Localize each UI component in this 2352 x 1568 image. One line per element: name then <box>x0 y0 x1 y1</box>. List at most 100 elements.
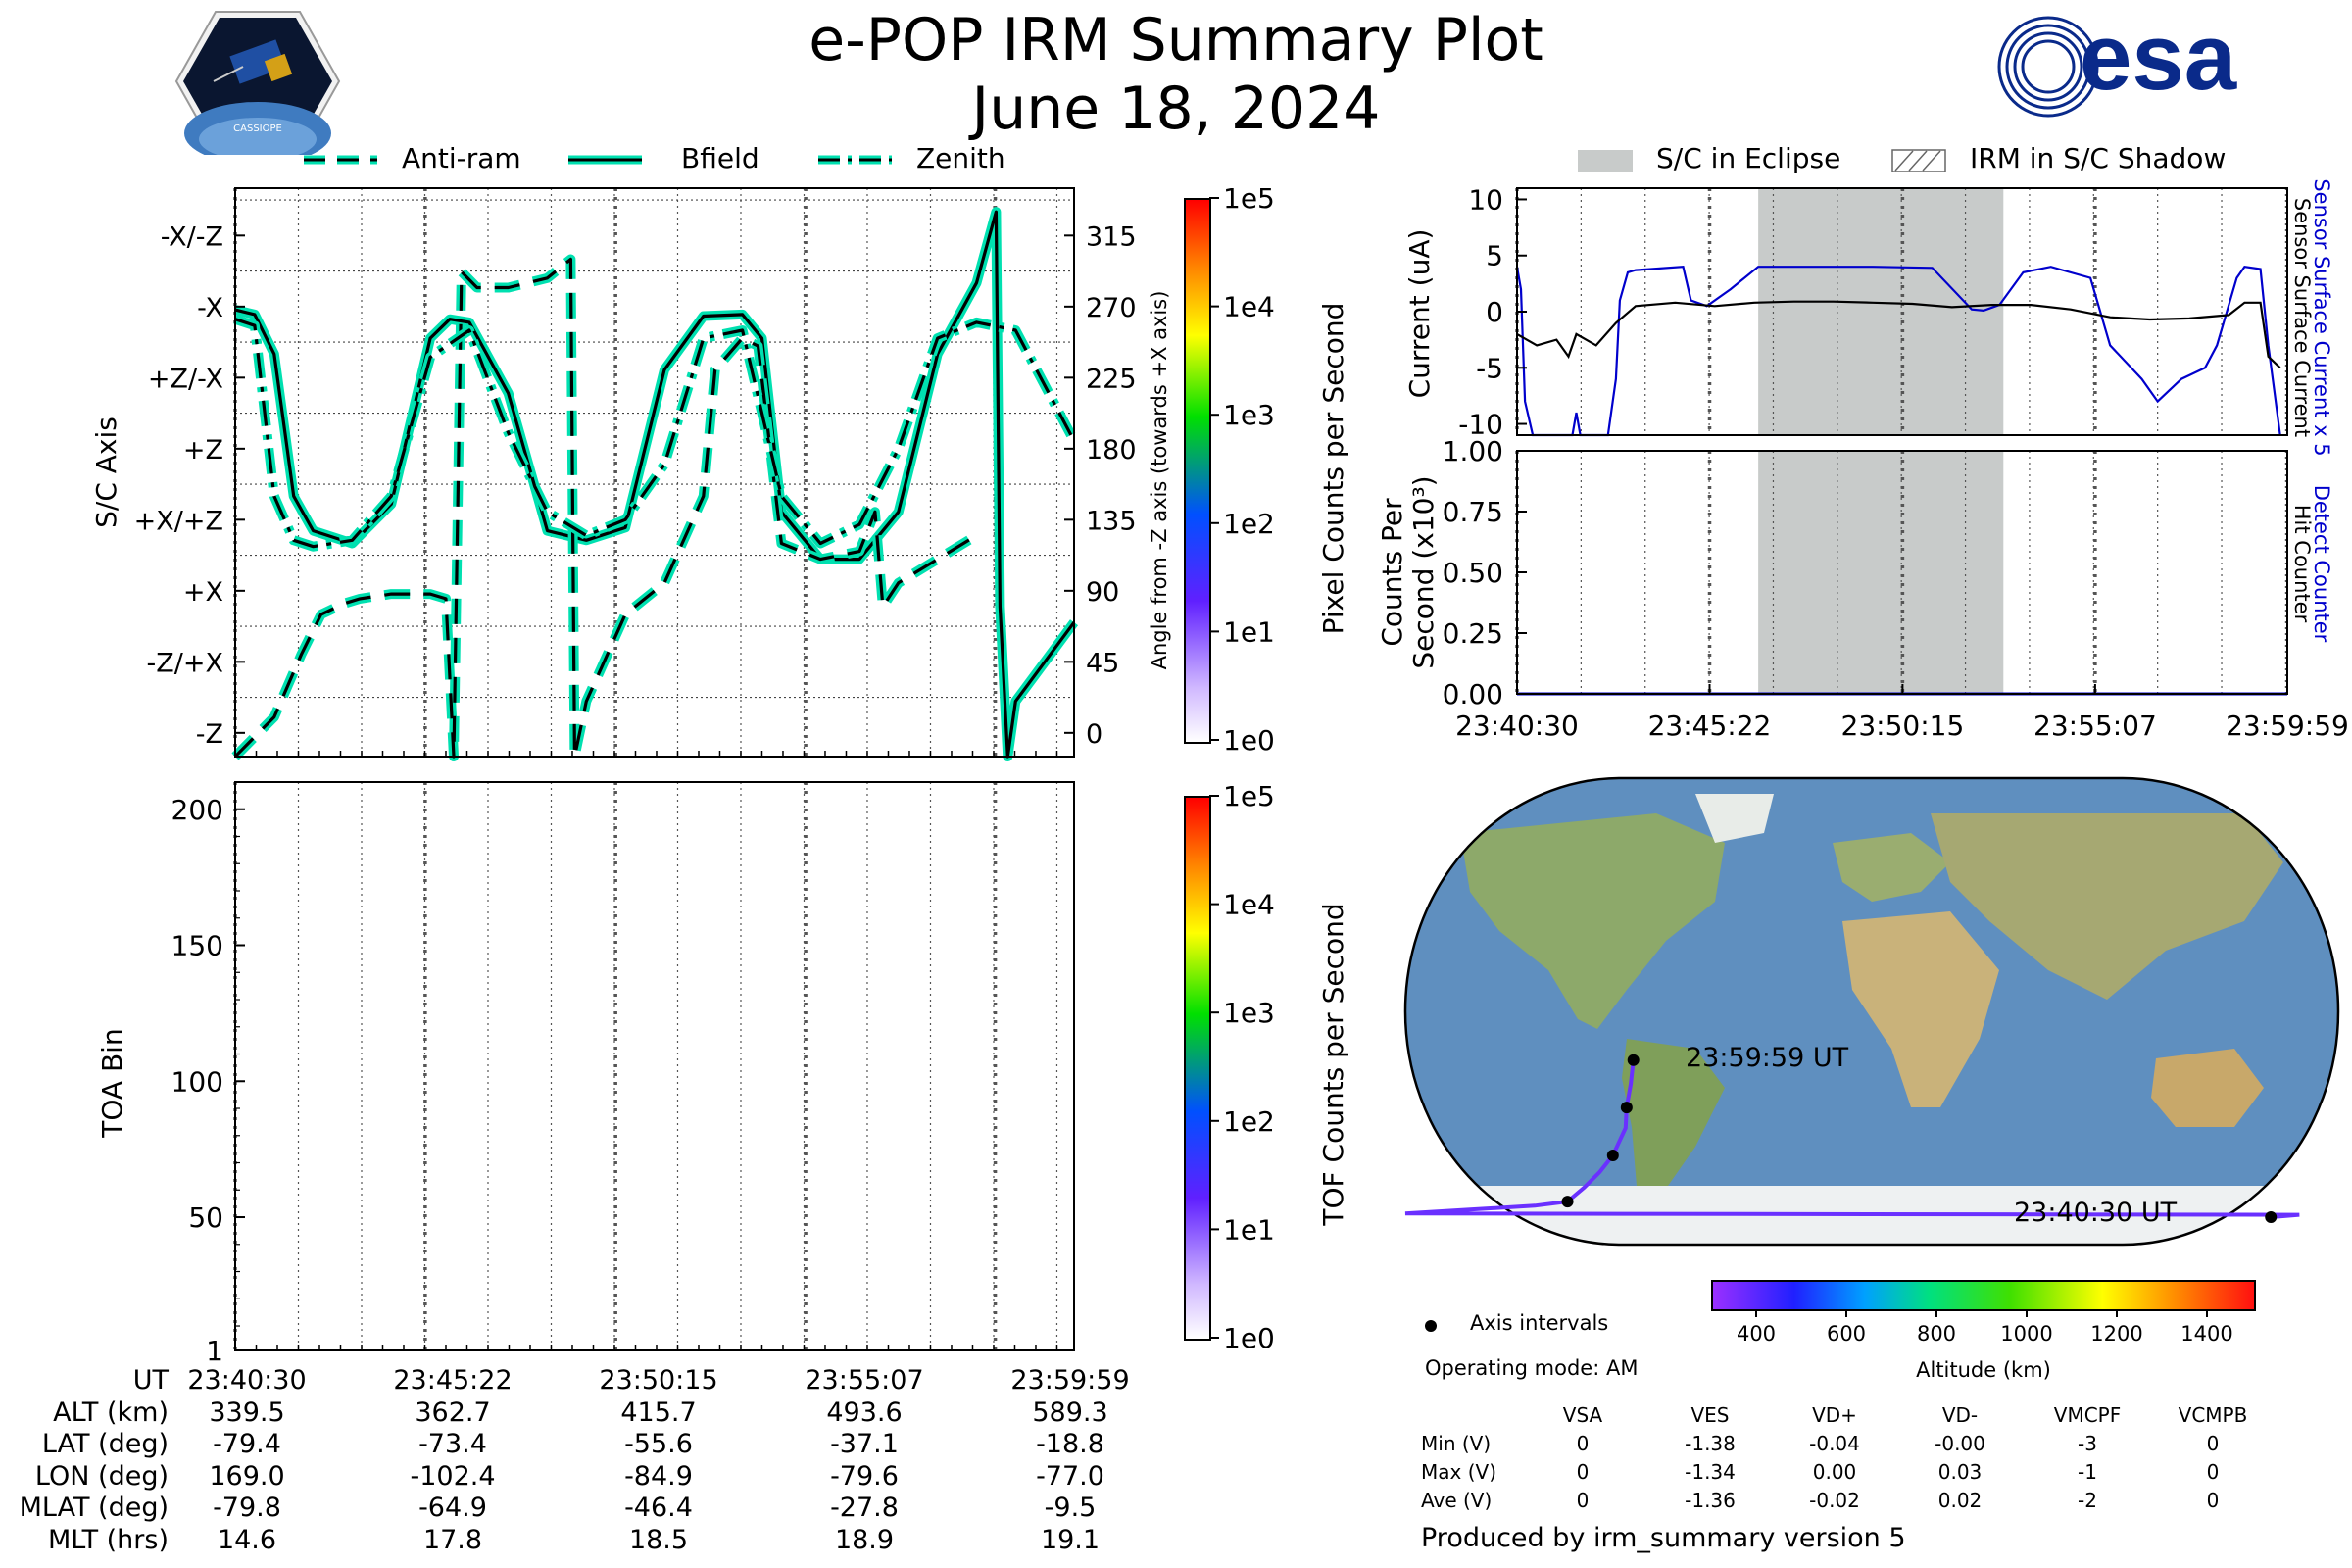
altitude-tick-label: 1200 <box>2090 1322 2142 1346</box>
colorbar-tick-label: 1e2 <box>1223 508 1275 540</box>
ephemeris-cell: 19.1 <box>1040 1524 1101 1555</box>
ephemeris-cell: 493.6 <box>826 1396 903 1428</box>
right-tick-label: 315 <box>1086 221 1137 252</box>
legend-anti-ram: Anti-ram <box>402 142 521 174</box>
voltage-cell: -0.00 <box>1935 1432 1985 1455</box>
tof-colorbar <box>1184 796 1211 1341</box>
eclipse-legend-swatch <box>1578 150 1633 172</box>
colorbar-tick-label: 1e5 <box>1223 186 1275 215</box>
voltage-cell: -1.34 <box>1685 1460 1736 1484</box>
ephemeris-cell: 169.0 <box>209 1460 285 1492</box>
ephemeris-cell: -18.8 <box>1036 1429 1104 1459</box>
ephemeris-cell: -46.4 <box>624 1493 693 1523</box>
left-tick-label: +Z/-X <box>148 364 223 394</box>
ephemeris-cell: 23:40:30 <box>187 1365 307 1396</box>
current-tick-label: 0 <box>1486 296 1503 328</box>
current-tick-label: -10 <box>1458 409 1503 441</box>
voltage-table: VSA VES VD+ VD- VMCPF VCMPB Min (V) 0 -1.38 -0.0… <box>1421 1401 2303 1519</box>
x-tick-label: 23:50:15 <box>1841 710 1965 742</box>
colorbar-tick-label: 1e3 <box>1223 997 1275 1029</box>
counts-tick-label: 1.00 <box>1443 435 1503 467</box>
interval-dot <box>1620 1102 1633 1114</box>
eclipse-region <box>1758 451 2004 694</box>
ephemeris-cell: 23:55:07 <box>805 1365 924 1396</box>
ephemeris-cell: -9.5 <box>1044 1493 1097 1523</box>
page-title: e-POP IRM Summary Plot <box>808 6 1544 74</box>
right-tick-label: 45 <box>1086 648 1119 678</box>
right-tick-label: 270 <box>1086 293 1137 323</box>
toa-tick-label: 1 <box>206 1335 223 1367</box>
voltage-cell: 0 <box>2206 1489 2220 1512</box>
altitude-colorbar <box>1711 1280 2256 1311</box>
colorbar-tick-label: 1e0 <box>1223 724 1275 755</box>
ephemeris-row-label: UT <box>132 1365 169 1396</box>
left-tick-label: -Z <box>196 719 223 750</box>
voltage-cell: -1.36 <box>1685 1489 1736 1512</box>
voltage-header-cell: VMCPF <box>2053 1403 2122 1427</box>
interval-dot <box>1561 1196 1574 1208</box>
toa-chart: 200 150 100 50 1 TOA Bin <box>96 781 1075 1367</box>
attitude-ylabel-left: S/C Axis <box>90 416 122 528</box>
ephemeris-row-label: LAT (deg) <box>41 1429 169 1459</box>
voltage-cell: 0 <box>2206 1460 2220 1484</box>
map-end-label: 23:59:59 UT <box>1686 1043 1849 1073</box>
asia <box>1931 813 2283 1000</box>
right-tick-label: 90 <box>1086 577 1119 608</box>
left-tick-label: -Z/+X <box>147 648 223 678</box>
cassiope-logo: CASSIOPE <box>174 8 341 165</box>
counts-ylabel-line1: Counts Per <box>1376 498 1408 647</box>
produced-by: Produced by irm_summary version 5 <box>1421 1523 1906 1553</box>
north-america <box>1460 813 1725 1029</box>
voltage-row-label: Min (V) <box>1421 1432 1492 1455</box>
voltage-cell: 0.00 <box>1812 1460 1857 1484</box>
world-map: 23:59:59 UT 23:40:30 UT <box>1403 776 2340 1247</box>
x-tick-label: 23:40:30 <box>1455 710 1579 742</box>
voltage-cell: 0 <box>1576 1432 1590 1455</box>
colorbar-tick-label: 1e3 <box>1223 399 1275 431</box>
voltage-cell: -1.38 <box>1685 1432 1736 1455</box>
ephemeris-cell: 18.9 <box>834 1524 895 1555</box>
left-tick-label: -X <box>197 293 223 323</box>
voltage-row-label: Max (V) <box>1421 1460 1496 1484</box>
current-tick-label: -5 <box>1476 352 1503 384</box>
page-date: June 18, 2024 <box>971 74 1381 143</box>
right-tick-label: 180 <box>1086 435 1137 466</box>
ephemeris-cell: -77.0 <box>1036 1460 1104 1492</box>
voltage-row: Ave (V) 0 -1.36 -0.02 0.02 -2 0 <box>1421 1487 2303 1515</box>
colorbar-tick-label: 1e4 <box>1223 291 1275 323</box>
voltage-cell: -3 <box>2078 1432 2097 1455</box>
voltage-row-label: Ave (V) <box>1421 1489 1493 1512</box>
pixel-colorbar <box>1184 198 1211 744</box>
esa-logo: esa <box>1989 5 2274 122</box>
altitude-colorbar-label: Altitude (km) <box>1916 1358 2051 1382</box>
interval-dot <box>2265 1210 2278 1223</box>
right-tick-label: 135 <box>1086 506 1137 536</box>
ephemeris-cell: 339.5 <box>209 1396 285 1428</box>
ephemeris-cell: 23:59:59 <box>1010 1365 1130 1396</box>
left-tick-label: +X <box>183 577 223 608</box>
australia <box>2151 1049 2264 1127</box>
trace-zenith <box>234 318 1076 549</box>
colorbar-tick-label: 1e5 <box>1223 784 1275 812</box>
interval-dot <box>1606 1150 1619 1162</box>
ephemeris-row-label: MLAT (deg) <box>19 1493 169 1523</box>
current-right-label-blue: Sensor Surface Current x 5 <box>2310 178 2333 456</box>
voltage-cell: -0.04 <box>1809 1432 1860 1455</box>
current-legend: S/C in Eclipse IRM in S/C Shadow <box>1568 142 2313 181</box>
voltage-cell: -0.02 <box>1809 1489 1860 1512</box>
toa-tick-label: 200 <box>172 794 223 826</box>
colorbar-tick-label: 1e2 <box>1223 1105 1275 1138</box>
tof-colorbar-label: TOF Counts per Second <box>1317 903 1349 1226</box>
toa-ylabel: TOA Bin <box>96 1028 128 1138</box>
ephemeris-row-label: LON (deg) <box>34 1460 169 1492</box>
voltage-header-cell: VD- <box>1941 1403 1979 1427</box>
ephemeris-column: 23:59:59 589.3 -18.8 -77.0 -9.5 19.1 <box>982 1365 1158 1556</box>
attitude-ylabel-right: Angle from -Z axis (towards +X axis) <box>1148 291 1171 670</box>
voltage-cell: -2 <box>2078 1489 2097 1512</box>
colorbar-tick-label: 1e1 <box>1223 1213 1275 1246</box>
voltage-cell: 0.03 <box>1937 1460 1983 1484</box>
ephemeris-cell: -64.9 <box>418 1493 487 1523</box>
ephemeris-cell: 362.7 <box>415 1396 491 1428</box>
attitude-legend: Anti-ram Bfield Zenith <box>294 142 1078 181</box>
x-tick-label: 23:45:22 <box>1648 710 1772 742</box>
